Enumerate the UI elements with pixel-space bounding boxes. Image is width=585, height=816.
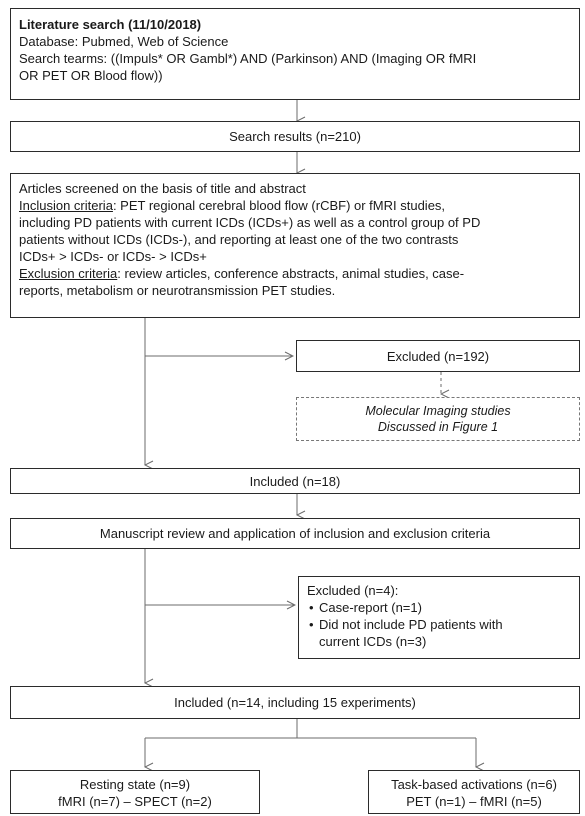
task-based-line2: PET (n=1) – fMRI (n=5): [406, 794, 542, 809]
excluded-192-box: Excluded (n=192): [296, 340, 580, 372]
molecular-line2: Discussed in Figure 1: [377, 420, 499, 434]
search-database: Database: Pubmed, Web of Science: [19, 34, 229, 49]
inclusion-line4: ICDs+ > ICDs- or ICDs- > ICDs+: [19, 249, 207, 264]
inclusion-criteria-text1: : PET regional cerebral blood flow (rCBF…: [112, 198, 446, 213]
excluded-4-box: Excluded (n=4): Case-report (n=1) Did no…: [298, 576, 580, 659]
inclusion-criteria-label: Inclusion criteria: [19, 198, 113, 213]
excluded-4-item: Did not include PD patients withcurrent …: [309, 616, 571, 650]
inclusion-line2: including PD patients with current ICDs …: [19, 215, 481, 230]
molecular-line1: Molecular Imaging studies: [365, 404, 511, 418]
included-18-text: Included (n=18): [249, 474, 341, 489]
screening-box: Articles screened on the basis of title …: [10, 173, 580, 318]
exclusion-criteria-text1: : review articles, conference abstracts,…: [117, 266, 465, 281]
search-title: Literature search (11/10/2018): [19, 17, 202, 32]
excluded-4-item: Case-report (n=1): [309, 599, 571, 616]
resting-state-box: Resting state (n=9) fMRI (n=7) – SPECT (…: [10, 770, 260, 814]
task-based-box: Task-based activations (n=6) PET (n=1) –…: [368, 770, 580, 814]
inclusion-line3: patients without ICDs (ICDs-), and repor…: [19, 232, 459, 247]
task-based-line1: Task-based activations (n=6): [391, 777, 557, 792]
manuscript-review-text: Manuscript review and application of inc…: [99, 526, 491, 541]
included-18-box: Included (n=18): [10, 468, 580, 494]
included-14-text: Included (n=14, including 15 experiments…: [174, 695, 416, 710]
inclusion-line1: Inclusion criteria: PET regional cerebra…: [19, 197, 571, 214]
literature-search-box: Literature search (11/10/2018) Database:…: [10, 8, 580, 100]
excluded-4-title: Excluded (n=4):: [307, 583, 399, 598]
excluded-4-list: Case-report (n=1) Did not include PD pat…: [307, 599, 571, 650]
included-14-box: Included (n=14, including 15 experiments…: [10, 686, 580, 719]
resting-state-line2: fMRI (n=7) – SPECT (n=2): [58, 794, 212, 809]
search-terms-line1: Search tearms: ((Impuls* OR Gambl*) AND …: [19, 51, 477, 66]
exclusion-criteria-label: Exclusion criteria: [19, 266, 118, 281]
exclusion-line2: reports, metabolism or neurotransmission…: [19, 283, 336, 298]
resting-state-line1: Resting state (n=9): [79, 777, 191, 792]
search-results-box: Search results (n=210): [10, 121, 580, 152]
search-terms-line2: OR PET OR Blood flow)): [19, 68, 163, 83]
exclusion-line1: Exclusion criteria: review articles, con…: [19, 265, 571, 282]
screening-intro: Articles screened on the basis of title …: [19, 181, 306, 196]
search-results-text: Search results (n=210): [229, 129, 361, 144]
molecular-imaging-box: Molecular Imaging studies Discussed in F…: [296, 397, 580, 441]
manuscript-review-box: Manuscript review and application of inc…: [10, 518, 580, 549]
excluded-192-text: Excluded (n=192): [386, 349, 490, 364]
